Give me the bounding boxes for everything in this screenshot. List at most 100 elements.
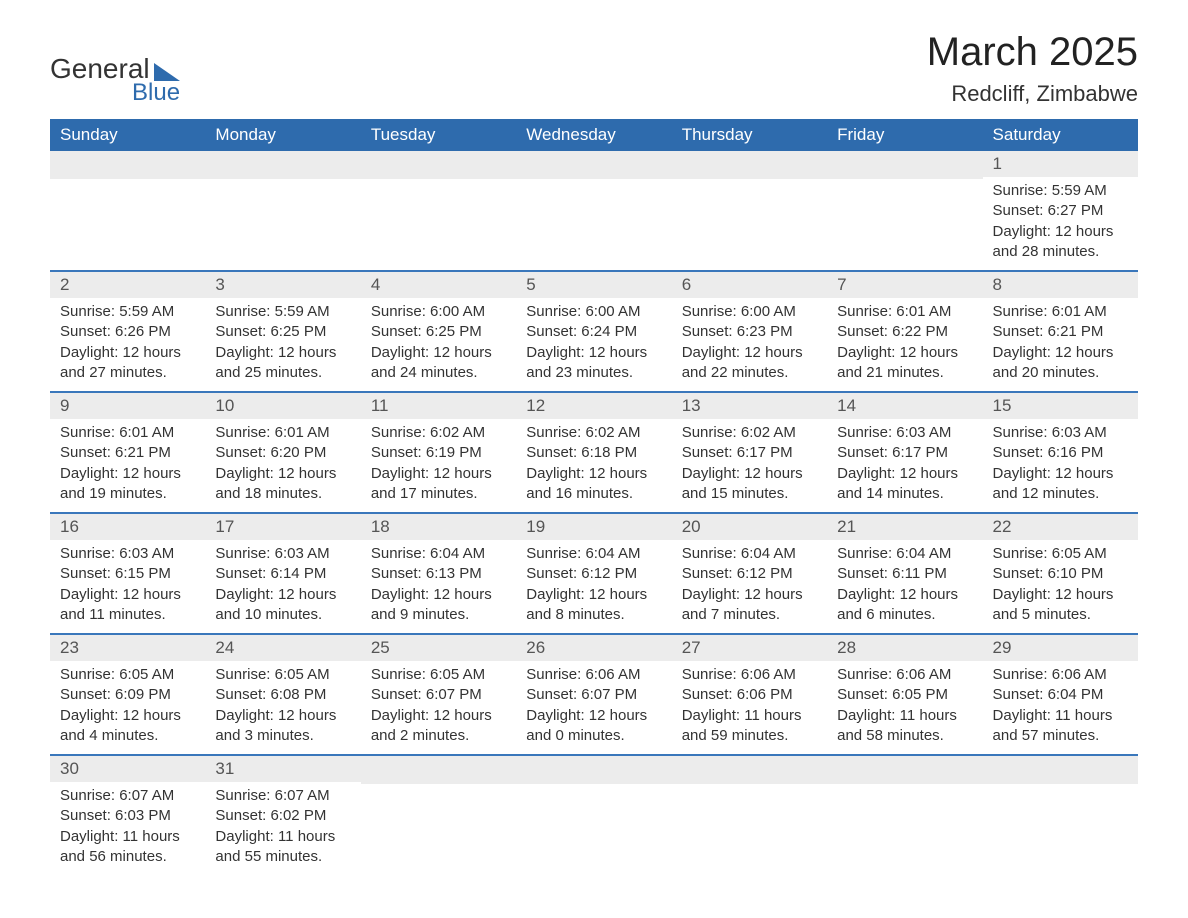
day-details: Sunrise: 6:00 AMSunset: 6:23 PMDaylight:… bbox=[672, 298, 827, 391]
day-line: Daylight: 12 hours bbox=[837, 343, 972, 363]
day-line: Daylight: 12 hours bbox=[60, 585, 195, 605]
calendar-cell bbox=[983, 755, 1138, 875]
day-line: Daylight: 12 hours bbox=[526, 585, 661, 605]
calendar-row: 2Sunrise: 5:59 AMSunset: 6:26 PMDaylight… bbox=[50, 271, 1138, 392]
day-line: and 23 minutes. bbox=[526, 363, 661, 383]
day-details: Sunrise: 6:03 AMSunset: 6:15 PMDaylight:… bbox=[50, 540, 205, 633]
day-line: Sunset: 6:05 PM bbox=[837, 685, 972, 705]
day-line: Sunset: 6:21 PM bbox=[60, 443, 195, 463]
day-number: 30 bbox=[50, 756, 205, 782]
day-line: Sunrise: 6:05 AM bbox=[215, 665, 350, 685]
day-line: and 8 minutes. bbox=[526, 605, 661, 625]
day-details: Sunrise: 6:04 AMSunset: 6:13 PMDaylight:… bbox=[361, 540, 516, 633]
day-details: Sunrise: 6:00 AMSunset: 6:24 PMDaylight:… bbox=[516, 298, 671, 391]
calendar-cell: 31Sunrise: 6:07 AMSunset: 6:02 PMDayligh… bbox=[205, 755, 360, 875]
day-details bbox=[827, 784, 982, 796]
day-number: 8 bbox=[983, 272, 1138, 298]
day-line: Sunrise: 6:00 AM bbox=[526, 302, 661, 322]
calendar-cell: 6Sunrise: 6:00 AMSunset: 6:23 PMDaylight… bbox=[672, 271, 827, 392]
day-line: Sunset: 6:25 PM bbox=[215, 322, 350, 342]
calendar-cell: 25Sunrise: 6:05 AMSunset: 6:07 PMDayligh… bbox=[361, 634, 516, 755]
day-line: Sunrise: 6:01 AM bbox=[993, 302, 1128, 322]
day-number: 10 bbox=[205, 393, 360, 419]
day-line: and 6 minutes. bbox=[837, 605, 972, 625]
calendar-cell: 3Sunrise: 5:59 AMSunset: 6:25 PMDaylight… bbox=[205, 271, 360, 392]
day-line: and 12 minutes. bbox=[993, 484, 1128, 504]
day-details: Sunrise: 6:07 AMSunset: 6:02 PMDaylight:… bbox=[205, 782, 360, 875]
day-line: Sunrise: 6:04 AM bbox=[526, 544, 661, 564]
calendar-cell: 28Sunrise: 6:06 AMSunset: 6:05 PMDayligh… bbox=[827, 634, 982, 755]
day-number: 25 bbox=[361, 635, 516, 661]
day-line: Sunset: 6:21 PM bbox=[993, 322, 1128, 342]
day-line: Sunrise: 6:06 AM bbox=[682, 665, 817, 685]
day-details: Sunrise: 6:07 AMSunset: 6:03 PMDaylight:… bbox=[50, 782, 205, 875]
day-details bbox=[983, 784, 1138, 796]
day-number: 15 bbox=[983, 393, 1138, 419]
day-number bbox=[827, 151, 982, 179]
day-details bbox=[361, 784, 516, 796]
day-line: Sunrise: 6:03 AM bbox=[993, 423, 1128, 443]
day-number: 12 bbox=[516, 393, 671, 419]
calendar-row: 30Sunrise: 6:07 AMSunset: 6:03 PMDayligh… bbox=[50, 755, 1138, 875]
calendar-table: Sunday Monday Tuesday Wednesday Thursday… bbox=[50, 119, 1138, 875]
col-saturday: Saturday bbox=[983, 119, 1138, 151]
day-line: and 21 minutes. bbox=[837, 363, 972, 383]
day-line: Sunrise: 6:06 AM bbox=[993, 665, 1128, 685]
day-number: 6 bbox=[672, 272, 827, 298]
day-number: 31 bbox=[205, 756, 360, 782]
logo: General Blue bbox=[50, 53, 180, 107]
day-line: and 18 minutes. bbox=[215, 484, 350, 504]
day-line: and 2 minutes. bbox=[371, 726, 506, 746]
day-line: Sunrise: 6:04 AM bbox=[371, 544, 506, 564]
day-line: Daylight: 12 hours bbox=[993, 343, 1128, 363]
day-number bbox=[983, 756, 1138, 784]
day-line: Sunset: 6:22 PM bbox=[837, 322, 972, 342]
day-line: and 9 minutes. bbox=[371, 605, 506, 625]
day-number: 21 bbox=[827, 514, 982, 540]
calendar-row: 16Sunrise: 6:03 AMSunset: 6:15 PMDayligh… bbox=[50, 513, 1138, 634]
day-number: 28 bbox=[827, 635, 982, 661]
day-number bbox=[516, 151, 671, 179]
day-line: Sunrise: 6:01 AM bbox=[60, 423, 195, 443]
day-number: 20 bbox=[672, 514, 827, 540]
day-details bbox=[50, 179, 205, 191]
col-wednesday: Wednesday bbox=[516, 119, 671, 151]
calendar-cell: 2Sunrise: 5:59 AMSunset: 6:26 PMDaylight… bbox=[50, 271, 205, 392]
day-line: and 28 minutes. bbox=[993, 242, 1128, 262]
calendar-cell: 20Sunrise: 6:04 AMSunset: 6:12 PMDayligh… bbox=[672, 513, 827, 634]
day-line: Sunrise: 6:02 AM bbox=[682, 423, 817, 443]
day-line: Daylight: 12 hours bbox=[371, 585, 506, 605]
day-details: Sunrise: 6:02 AMSunset: 6:18 PMDaylight:… bbox=[516, 419, 671, 512]
title-block: March 2025 Redcliff, Zimbabwe bbox=[927, 30, 1138, 107]
day-details bbox=[516, 784, 671, 796]
day-line: Daylight: 12 hours bbox=[993, 222, 1128, 242]
day-line: Sunrise: 6:02 AM bbox=[371, 423, 506, 443]
day-line: and 24 minutes. bbox=[371, 363, 506, 383]
day-line: Sunset: 6:04 PM bbox=[993, 685, 1128, 705]
day-line: and 11 minutes. bbox=[60, 605, 195, 625]
calendar-cell: 11Sunrise: 6:02 AMSunset: 6:19 PMDayligh… bbox=[361, 392, 516, 513]
day-details: Sunrise: 6:05 AMSunset: 6:07 PMDaylight:… bbox=[361, 661, 516, 754]
day-number: 23 bbox=[50, 635, 205, 661]
day-number bbox=[361, 756, 516, 784]
day-line: Sunset: 6:07 PM bbox=[526, 685, 661, 705]
calendar-cell: 30Sunrise: 6:07 AMSunset: 6:03 PMDayligh… bbox=[50, 755, 205, 875]
day-line: and 7 minutes. bbox=[682, 605, 817, 625]
day-details: Sunrise: 6:03 AMSunset: 6:17 PMDaylight:… bbox=[827, 419, 982, 512]
calendar-cell: 5Sunrise: 6:00 AMSunset: 6:24 PMDaylight… bbox=[516, 271, 671, 392]
calendar-cell: 12Sunrise: 6:02 AMSunset: 6:18 PMDayligh… bbox=[516, 392, 671, 513]
day-line: Sunset: 6:12 PM bbox=[526, 564, 661, 584]
day-line: and 0 minutes. bbox=[526, 726, 661, 746]
day-number: 11 bbox=[361, 393, 516, 419]
day-line: Daylight: 12 hours bbox=[837, 585, 972, 605]
day-line: Daylight: 12 hours bbox=[215, 343, 350, 363]
day-number: 19 bbox=[516, 514, 671, 540]
day-line: Daylight: 12 hours bbox=[371, 706, 506, 726]
calendar-cell: 7Sunrise: 6:01 AMSunset: 6:22 PMDaylight… bbox=[827, 271, 982, 392]
day-line: Sunset: 6:17 PM bbox=[682, 443, 817, 463]
day-details bbox=[361, 179, 516, 191]
day-details bbox=[672, 784, 827, 796]
day-line: Daylight: 12 hours bbox=[993, 464, 1128, 484]
day-line: Sunset: 6:09 PM bbox=[60, 685, 195, 705]
day-line: and 4 minutes. bbox=[60, 726, 195, 746]
